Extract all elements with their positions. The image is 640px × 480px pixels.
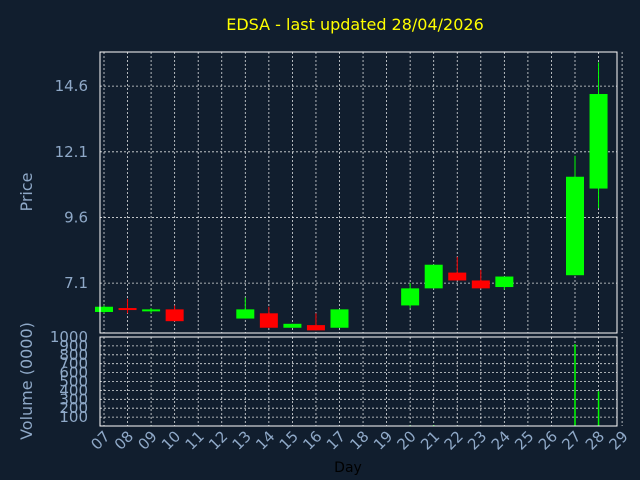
volume-y-tick-label: 900 xyxy=(59,337,88,355)
candle-body xyxy=(283,323,302,328)
candle-body xyxy=(142,309,161,312)
volume-y-tick-label: 500 xyxy=(59,373,88,391)
price-y-tick-label: 12.1 xyxy=(55,143,88,161)
price-y-tick-label: 14.6 xyxy=(55,77,88,95)
chart-title: EDSA - last updated 28/04/2026 xyxy=(226,15,484,34)
candle-body xyxy=(330,309,349,328)
candle-body xyxy=(118,308,137,311)
candle-body xyxy=(471,280,490,289)
candle-body xyxy=(236,309,255,319)
price-y-tick-labels: 7.1 9.6 12.1 14.6 xyxy=(55,77,88,292)
volume-y-tick-label: 300 xyxy=(59,390,88,408)
volume-plot-frame xyxy=(99,336,618,427)
x-tick-labels: 0708091011121314151617181920212223242526… xyxy=(87,427,631,453)
candle-body xyxy=(259,313,278,328)
candle-body xyxy=(165,309,184,322)
candle-body xyxy=(95,306,113,312)
x-axis-label: Day xyxy=(334,460,362,476)
candle-body xyxy=(306,325,325,331)
volume-y-tick-label: 800 xyxy=(59,346,88,364)
volume-y-tick-label: 700 xyxy=(59,355,88,373)
volume-y-tick-label: 1000 xyxy=(50,328,88,346)
price-y-tick-label: 9.6 xyxy=(64,208,88,226)
candle-body xyxy=(589,94,608,189)
price-candles xyxy=(95,62,608,331)
volume-grid xyxy=(100,336,623,426)
volume-y-tick-label: 100 xyxy=(59,408,88,426)
candle-body xyxy=(566,176,584,276)
candle-body xyxy=(495,276,514,288)
candle-body xyxy=(401,288,420,306)
volume-bar xyxy=(597,391,600,426)
price-axis-label: Price xyxy=(17,172,36,211)
volume-y-tick-label: 600 xyxy=(59,364,88,382)
volume-y-tick-label: 400 xyxy=(59,381,88,399)
volume-axis-label: Volume (0000) xyxy=(17,322,36,440)
price-plot-frame xyxy=(99,51,618,334)
volume-bar xyxy=(574,344,576,426)
candle-body xyxy=(448,272,467,281)
price-y-tick-label: 7.1 xyxy=(64,274,88,292)
volume-y-tick-label: 200 xyxy=(59,399,88,417)
candle-body xyxy=(424,264,443,289)
